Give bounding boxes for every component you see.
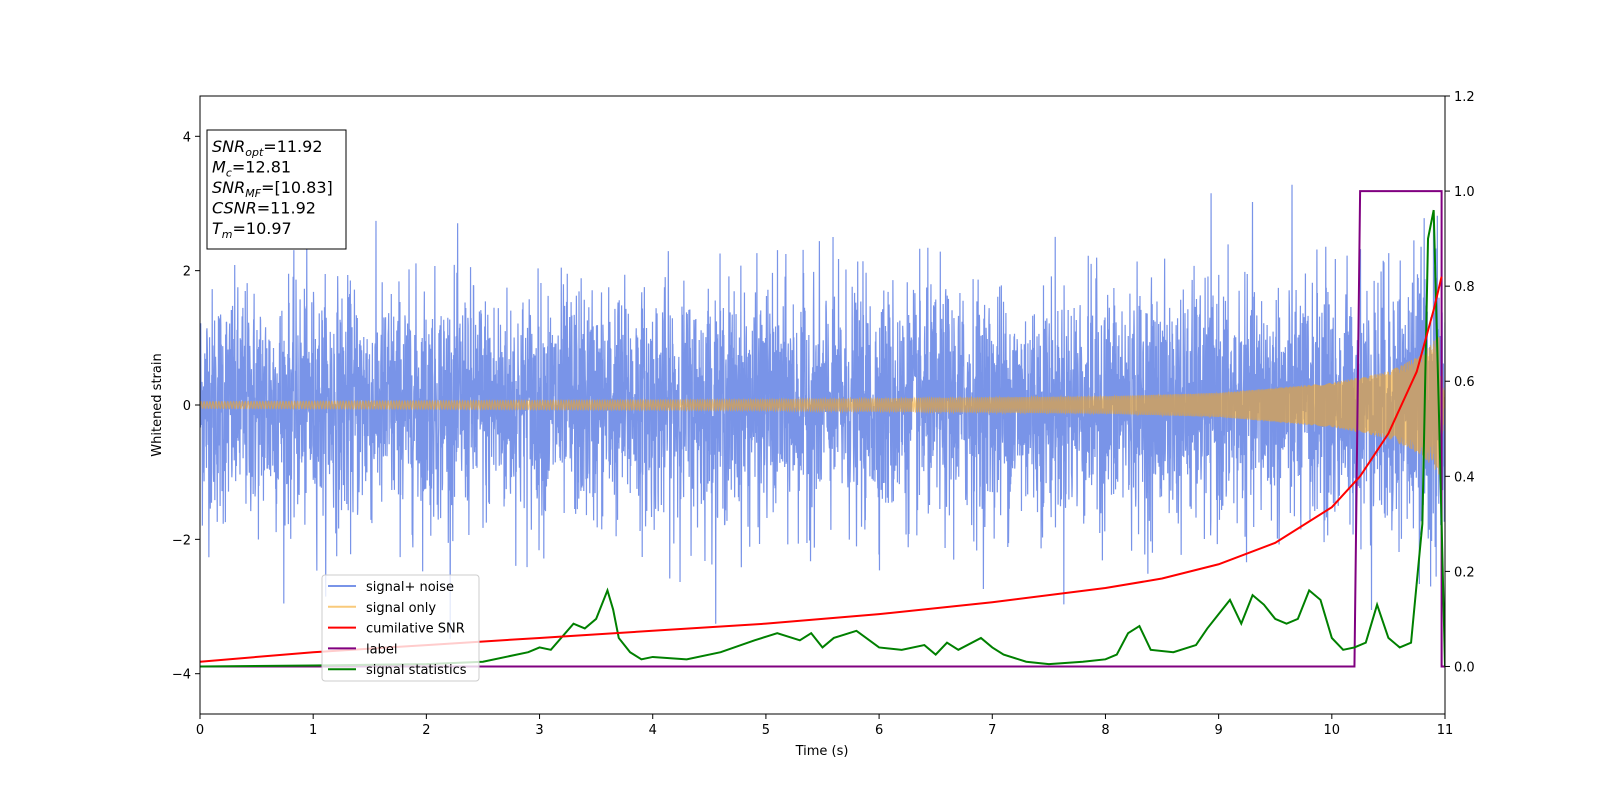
annotation-box: SNRopt=11.92Mc=12.81SNRMF=[10.83]CSNR=11… [206,129,347,250]
y-axis-right: 0.0 0.2 0.4 0.6 0.8 1.0 1.2 [1445,90,1475,675]
x-tick-label: 8 [1101,723,1109,738]
annotation-frame [206,129,347,250]
series-signal-only [200,337,1445,475]
x-tick-label: 11 [1437,723,1454,738]
x-tick-label: 1 [309,723,317,738]
legend-frame [321,574,480,682]
y-tick-label-right: 0.6 [1454,375,1475,390]
series-cumulative-snr [200,276,1443,663]
y-axis-label-left: Whitened strain [150,353,165,456]
y-tick-label-left: 0 [183,399,191,414]
annotation-line: SNRMF=[10.83] [212,178,333,200]
x-axis: 0 1 2 3 4 5 6 7 8 9 10 11 [196,714,1453,738]
legend-entry: signal+ noise [366,580,454,595]
legend-entry: label [366,642,397,657]
y-tick-label-left: −2 [172,533,191,548]
x-tick-label: 3 [535,723,543,738]
annotation-line: CSNR=11.92 [212,199,316,218]
y-tick-label-left: 4 [183,130,191,145]
y-tick-label-left: −4 [172,668,191,683]
y-tick-label-right: 1.0 [1454,185,1475,200]
x-tick-label: 7 [988,723,996,738]
x-axis-label: Time (s) [795,744,849,759]
legend-entry: signal statistics [366,663,467,678]
x-tick-label: 6 [875,723,883,738]
x-tick-label: 10 [1324,723,1341,738]
series-layer [200,184,1445,668]
y-tick-label-right: 1.2 [1454,90,1475,105]
y-tick-label-right: 0.0 [1454,660,1475,675]
y-tick-label-right: 0.8 [1454,280,1475,295]
x-tick-label: 2 [422,723,430,738]
x-tick-label: 4 [649,723,657,738]
legend-entry: cumilative SNR [366,622,465,637]
legend-entry: signal only [366,601,436,616]
x-tick-label: 5 [762,723,770,738]
y-axis-left: −4 −2 0 2 4 [172,130,200,683]
y-tick-label-right: 0.4 [1454,470,1475,485]
annotation-line: Tm=10.97 [212,219,292,241]
x-tick-label: 9 [1214,723,1222,738]
legend: signal+ noise signal only cumilative SNR la… [321,574,480,682]
series-label [200,190,1445,668]
series-signal-statistics [200,209,1445,668]
annotation-line: SNRopt=11.92 [212,137,323,159]
x-tick-label: 0 [196,723,204,738]
y-tick-label-left: 2 [183,265,191,280]
y-tick-label-right: 0.2 [1454,565,1475,580]
annotation-line: Mc=12.81 [212,158,291,180]
